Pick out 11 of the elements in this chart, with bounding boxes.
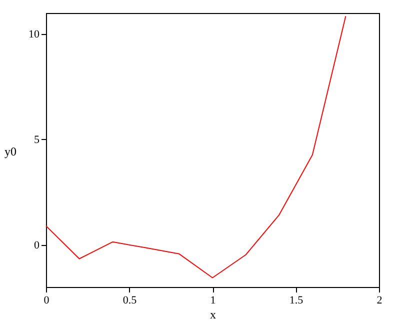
x-tick-label: 0 (44, 294, 50, 306)
x-tick-label: 2 (376, 294, 382, 306)
x-tick-label: 0.5 (122, 294, 138, 306)
x-tick-label: 1 (210, 294, 216, 306)
line-series (46, 16, 346, 278)
y-tick-label: 10 (28, 28, 40, 41)
y-axis-title: y0 (4, 144, 16, 158)
x-axis-title: x (210, 308, 216, 322)
y-tick-label: 0 (34, 239, 40, 252)
x-tick-label: 1.5 (289, 294, 304, 306)
y-tick-label: 5 (34, 134, 40, 146)
